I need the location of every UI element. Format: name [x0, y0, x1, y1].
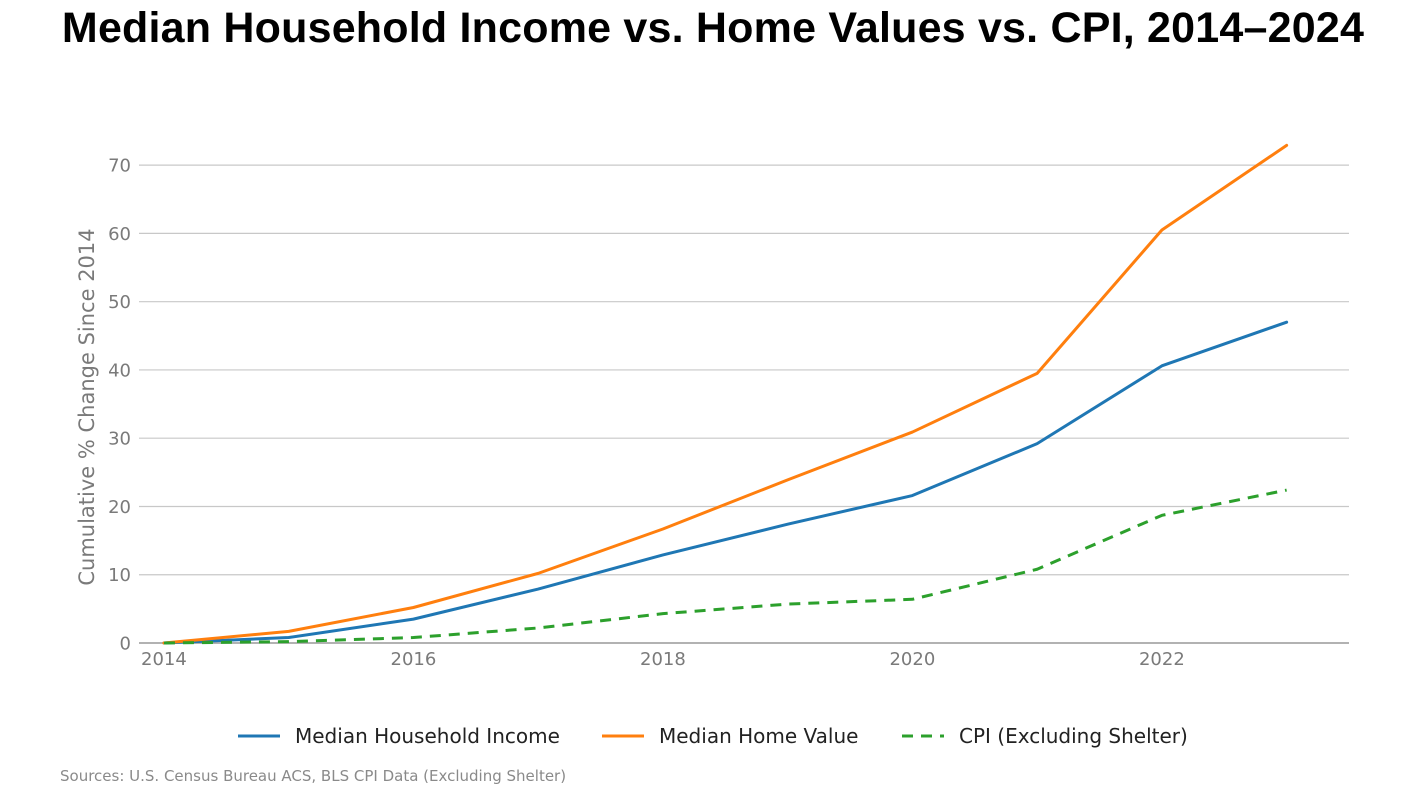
source-note: Sources: U.S. Census Bureau ACS, BLS CPI… [60, 767, 566, 785]
x-tick-label-2022: 2022 [1139, 649, 1185, 670]
y-tick-label-0: 0 [120, 634, 131, 655]
y-tick-label-60: 60 [108, 224, 131, 245]
y-tick-label-10: 10 [108, 565, 131, 586]
series-line-cpi-excluding-shelter [163, 488, 1287, 645]
legend-label-median-home-value: Median Home Value [659, 724, 858, 748]
x-tick-label-2020: 2020 [889, 649, 935, 670]
y-tick-label-70: 70 [108, 156, 131, 177]
x-tick-label-2014: 2014 [141, 649, 187, 670]
legend: Median Household Income Median Home Value… [238, 724, 1188, 748]
y-tick-label-40: 40 [108, 360, 131, 381]
chart-title: Median Household Income vs. Home Values … [61, 4, 1365, 52]
y-tick-label-50: 50 [108, 292, 131, 313]
axes: 0 10 20 30 40 50 60 70 2014 2016 2018 2020 2022 [108, 156, 1349, 670]
y-tick-label-20: 20 [108, 497, 131, 518]
series-line-median-household-income [162, 320, 1289, 645]
legend-label-median-household-income: Median Household Income [295, 724, 560, 748]
series-line-median-home-value [162, 143, 1289, 645]
y-axis-label: Cumulative % Change Since 2014 [75, 228, 99, 585]
y-tick-label-30: 30 [108, 429, 131, 450]
x-tick-label-2016: 2016 [391, 649, 437, 670]
grid-lines [139, 164, 1349, 576]
legend-label-cpi-excluding-shelter: CPI (Excluding Shelter) [959, 724, 1188, 748]
series-lines [162, 143, 1289, 645]
x-tick-label-2018: 2018 [640, 649, 686, 670]
